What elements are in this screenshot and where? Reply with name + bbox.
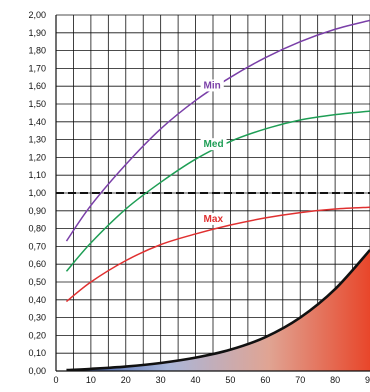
y-tick-label: 0,30 bbox=[28, 313, 46, 323]
y-tick-label: 0,50 bbox=[28, 277, 46, 287]
y-tick-label: 1,80 bbox=[28, 46, 46, 56]
series-label-min: Min bbox=[204, 80, 221, 91]
y-tick-label: 1,30 bbox=[28, 135, 46, 145]
series-label-med: Med bbox=[204, 139, 224, 150]
y-tick-label: 0,90 bbox=[28, 206, 46, 216]
series-label-bg bbox=[200, 212, 227, 225]
y-tick-label: 1,50 bbox=[28, 99, 46, 109]
y-tick-label: 1,60 bbox=[28, 81, 46, 91]
axes: 0,00 0,10 0,20 0,30 0,40 0,50 0,60 0,70 0,80 0,90… bbox=[28, 10, 370, 385]
y-tick-label: 1,20 bbox=[28, 152, 46, 162]
area-fill bbox=[66, 249, 370, 371]
x-tick-label: 0 bbox=[53, 375, 58, 385]
area-series bbox=[66, 249, 370, 371]
series-labels: Min Med Max bbox=[200, 79, 227, 225]
x-tick-label: 20 bbox=[121, 375, 131, 385]
x-tick-label: 10 bbox=[86, 375, 96, 385]
series-line-max bbox=[65, 206, 370, 303]
y-tick-label: 0,80 bbox=[28, 224, 46, 234]
x-tick-label: 9 bbox=[365, 375, 370, 385]
x-tick-label: 50 bbox=[225, 375, 235, 385]
x-tick-label: 70 bbox=[295, 375, 305, 385]
series-label-max: Max bbox=[204, 214, 224, 225]
x-tick-label: 30 bbox=[156, 375, 166, 385]
x-tick-label: 80 bbox=[330, 375, 340, 385]
y-tick-label: 0,10 bbox=[28, 348, 46, 358]
y-tick-label: 0,00 bbox=[28, 366, 46, 376]
series-line-min bbox=[65, 19, 370, 242]
x-tick-label: 60 bbox=[260, 375, 270, 385]
x-tick-label: 40 bbox=[191, 375, 201, 385]
y-tick-label: 0,70 bbox=[28, 241, 46, 251]
y-tick-label: 1,10 bbox=[28, 170, 46, 180]
y-tick-label: 1,00 bbox=[28, 188, 46, 198]
line-series bbox=[65, 19, 370, 303]
y-tick-label: 0,40 bbox=[28, 295, 46, 305]
y-tick-label: 1,70 bbox=[28, 63, 46, 73]
y-tick-label: 1,40 bbox=[28, 117, 46, 127]
area-outline bbox=[66, 249, 370, 371]
y-tick-label: 1,90 bbox=[28, 28, 46, 38]
series-line-med bbox=[65, 110, 370, 272]
series-label-bg bbox=[200, 138, 227, 151]
series-label-bg bbox=[200, 79, 224, 92]
y-tick-label: 0,60 bbox=[28, 259, 46, 269]
y-tick-label: 2,00 bbox=[28, 10, 46, 20]
y-tick-label: 0,20 bbox=[28, 330, 46, 340]
